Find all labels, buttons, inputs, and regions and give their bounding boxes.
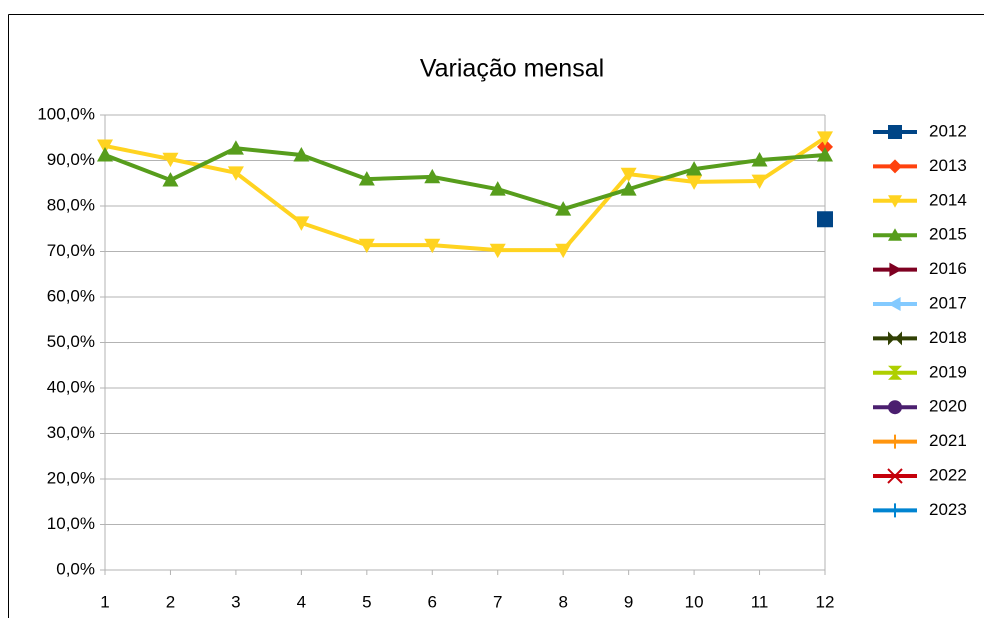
x-tick-label: 8 (558, 592, 567, 611)
legend-label: 2014 (929, 190, 967, 209)
legend-marker (889, 262, 902, 277)
marker (817, 138, 833, 155)
chart-title: Variação mensal (420, 55, 604, 83)
marker (227, 166, 244, 181)
marker (227, 140, 244, 155)
marker (358, 171, 375, 186)
marker (97, 147, 113, 162)
legend-label: 2015 (929, 225, 967, 244)
legend-label: 2023 (929, 500, 967, 519)
legend-marker (888, 297, 901, 311)
y-tick-label: 30,0% (47, 423, 95, 442)
marker (162, 152, 179, 168)
x-tick-label: 2 (166, 592, 175, 611)
marker (424, 238, 441, 254)
y-tick-label: 60,0% (47, 286, 95, 305)
marker (686, 161, 703, 176)
marker (817, 211, 833, 228)
y-tick-label: 90,0% (47, 150, 95, 169)
series-line (104, 146, 826, 212)
legend-marker (888, 331, 902, 346)
legend-label: 2017 (929, 293, 967, 312)
legend-label: 2022 (929, 465, 967, 484)
x-tick-label: 3 (231, 592, 240, 611)
marker (162, 172, 179, 187)
legend-marker (888, 503, 902, 518)
legend-marker (888, 125, 902, 139)
x-tick-label: 6 (428, 592, 437, 611)
legend-label: 2019 (929, 362, 967, 381)
legend-label: 2013 (929, 156, 967, 175)
y-tick-label: 50,0% (47, 332, 95, 351)
legend-label: 2012 (929, 121, 967, 140)
legend-marker (888, 365, 902, 380)
marker (293, 216, 310, 231)
marker (358, 238, 375, 254)
marker (817, 147, 833, 162)
marker (686, 175, 703, 190)
legend-label: 2020 (929, 397, 967, 416)
marker (817, 131, 833, 146)
legend-marker (888, 400, 902, 415)
legend-marker (888, 228, 902, 241)
marker (620, 167, 637, 183)
series-line (104, 136, 827, 253)
legend-label: 2018 (929, 328, 967, 347)
legend-marker (888, 434, 902, 449)
legend-marker (888, 195, 902, 208)
marker (555, 243, 572, 259)
x-tick-label: 1 (100, 592, 109, 611)
x-tick-label: 11 (751, 592, 769, 611)
marker (293, 147, 310, 162)
y-tick-label: 10,0% (47, 514, 95, 533)
y-tick-label: 20,0% (47, 468, 95, 487)
y-tick-label: 70,0% (47, 241, 95, 260)
x-tick-label: 7 (493, 592, 502, 611)
marker (489, 243, 506, 259)
y-tick-label: 0,0% (56, 559, 95, 578)
marker (489, 181, 506, 196)
y-tick-label: 80,0% (47, 195, 95, 214)
legend-label: 2021 (929, 431, 967, 450)
marker (620, 181, 637, 196)
legend-marker (888, 159, 902, 174)
y-tick-label: 100,0% (37, 104, 95, 123)
x-tick-label: 4 (297, 592, 306, 611)
legend-marker (887, 468, 903, 484)
marker (751, 152, 768, 167)
x-tick-label: 12 (816, 592, 835, 611)
x-tick-label: 10 (685, 592, 704, 611)
marker (97, 139, 113, 154)
marker (424, 168, 441, 184)
x-tick-label: 5 (362, 592, 371, 611)
marker (751, 174, 768, 189)
legend-label: 2016 (929, 259, 967, 278)
y-tick-label: 40,0% (47, 377, 95, 396)
x-tick-label: 9 (624, 592, 633, 611)
marker (555, 201, 572, 216)
